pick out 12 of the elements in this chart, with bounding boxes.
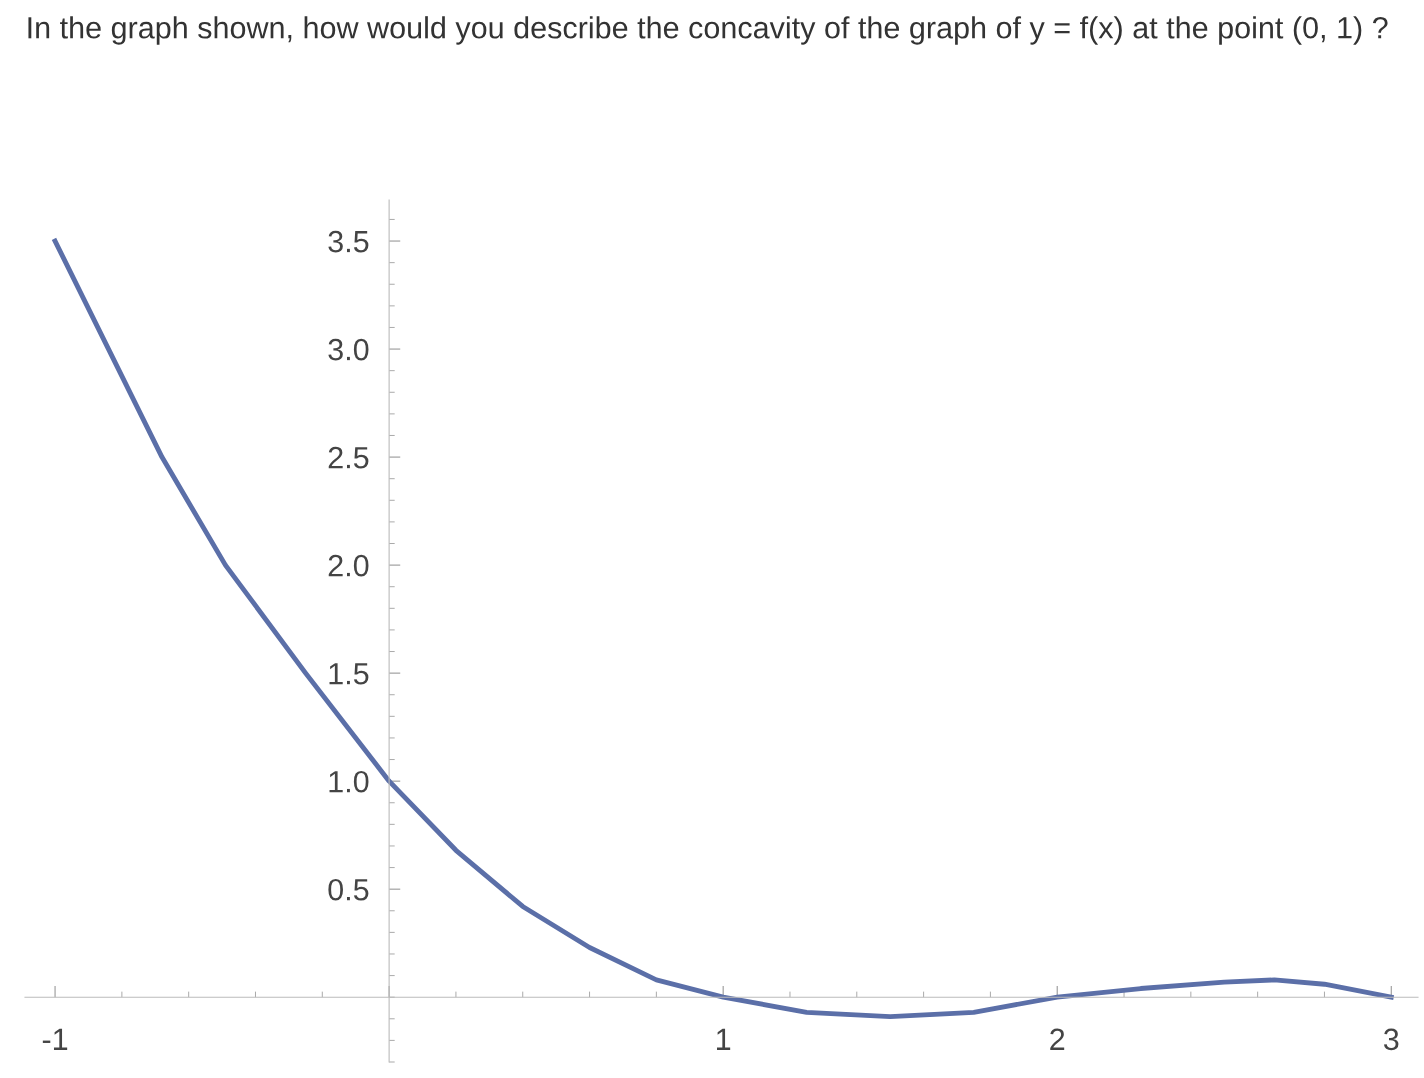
x-tick-label: 1 [717, 1028, 731, 1050]
y-tick-label: 1.0 [329, 770, 369, 793]
y-tick-label: 3.5 [328, 230, 369, 253]
x-tick-label: -1 [42, 1028, 68, 1050]
y-tick-label: 2.5 [328, 446, 369, 469]
y-tick-label: 3.0 [328, 338, 369, 361]
chart-title: In the graph shown, how would you describe the concavity of the graph of y = f(x) at the point (0, 1) ? [28, 16, 1388, 45]
x-tick-label: 2 [1050, 1028, 1065, 1050]
y-tick-label: 0.5 [328, 878, 369, 901]
y-tick-label: 1.5 [329, 663, 369, 685]
x-tick-label: 3 [1383, 1028, 1399, 1051]
y-tick-label: 2.0 [328, 554, 369, 577]
